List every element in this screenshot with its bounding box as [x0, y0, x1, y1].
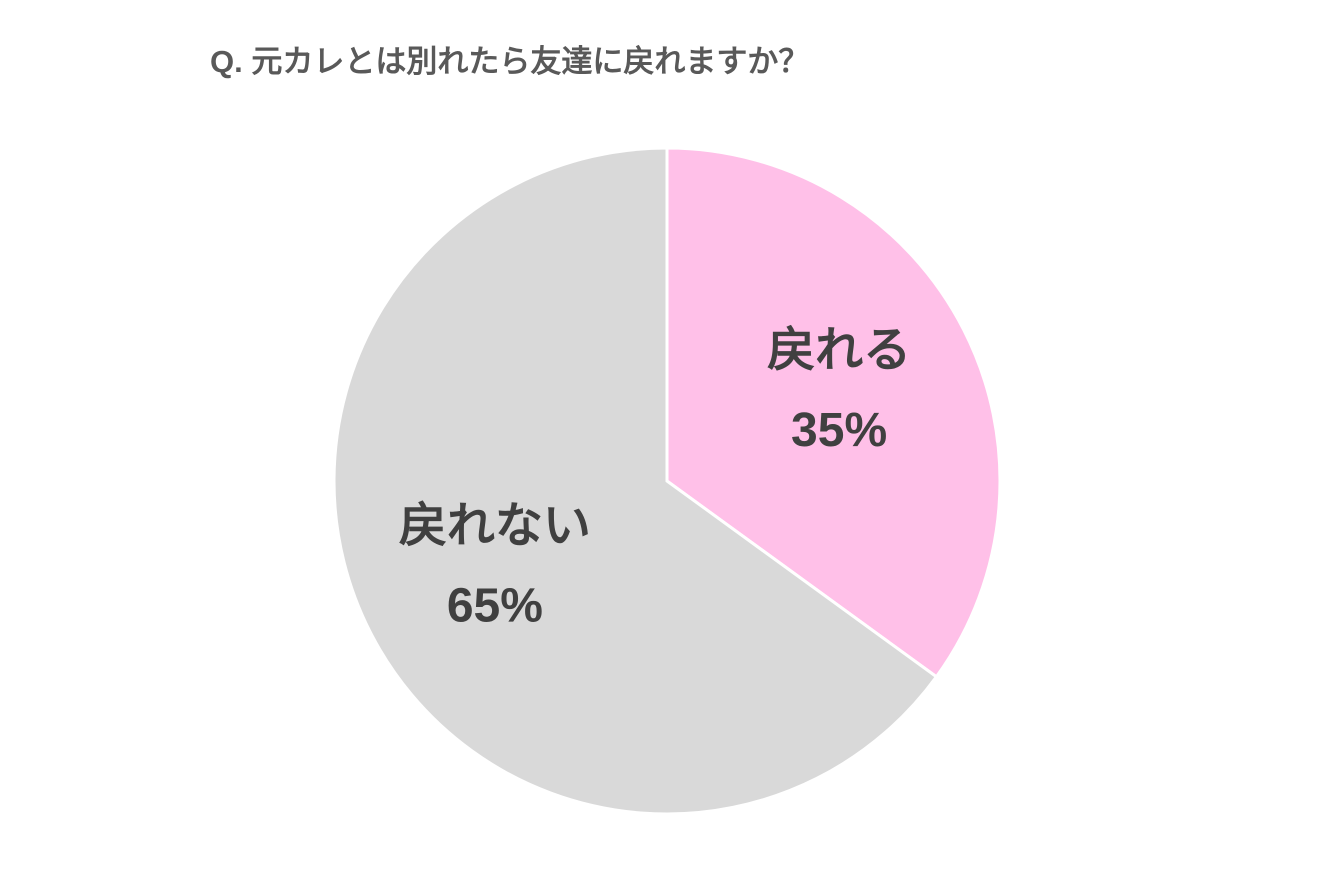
slice-value-label: 65%	[447, 579, 543, 632]
pie-slice	[332, 146, 939, 816]
slice-value-label: 35%	[791, 404, 887, 457]
slice-category-label: 戻れる	[767, 324, 911, 377]
pie-slice	[665, 146, 1002, 679]
slice-category-label: 戻れない	[399, 499, 591, 552]
chart-title: Q. 元カレとは別れたら友達に戻れますか？	[210, 44, 809, 79]
